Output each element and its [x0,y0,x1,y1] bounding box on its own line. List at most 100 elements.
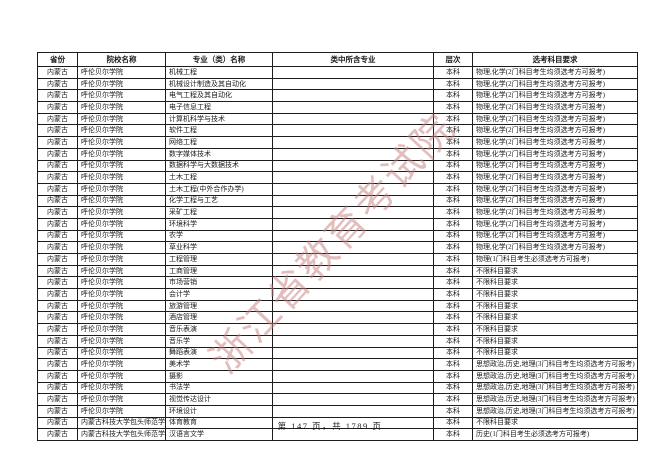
cell-major: 电子信息工程 [165,101,273,114]
cell-major: 化学工程与工艺 [165,194,273,208]
cell-college: 呼伦贝尔学院 [77,217,166,231]
cell-college: 呼伦贝尔学院 [77,369,166,383]
cell-province: 内蒙古 [37,217,78,231]
cell-level: 本科 [433,358,473,371]
cell-province: 内蒙古 [37,311,78,325]
cell-college: 呼伦贝尔学院 [77,136,166,149]
cell-major: 舞蹈表演 [165,346,273,360]
cell-contained [272,241,434,254]
cell-college: 呼伦贝尔学院 [77,334,166,348]
cell-requirement: 历史(1门科目考生必须选考方可报考) [472,428,638,441]
cell-college: 呼伦贝尔学院 [77,381,166,395]
cell-requirement: 物理,化学(2门科目考生均须选考方可报考) [472,229,638,243]
cell-level: 本科 [433,381,473,395]
table-row: 内蒙古 呼伦贝尔学院 机械工程 本科 物理,化学(2门科目考生均须选考方可报考) [37,66,638,79]
cell-province: 内蒙古 [37,288,78,301]
table-row: 内蒙古 呼伦贝尔学院 农学 本科 物理,化学(2门科目考生均须选考方可报考) [37,229,638,243]
cell-college: 呼伦贝尔学院 [77,159,166,173]
cell-province: 内蒙古 [37,77,78,91]
table-row: 内蒙古 呼伦贝尔学院 数据科学与大数据技术 本科 物理,化学(2门科目考生均须选考方可报… [37,159,638,173]
table-body: 内蒙古 呼伦贝尔学院 机械工程 本科 物理,化学(2门科目考生均须选考方可报考) 内蒙古呼… [37,66,638,441]
cell-major: 计算机科学与技术 [165,112,273,126]
cell-major: 音乐表演 [165,323,273,336]
cell-province: 内蒙古 [37,229,78,243]
cell-requirement: 物理,化学(2门科目考生均须选考方可报考) [472,206,638,219]
cell-level: 本科 [433,253,473,266]
col-header-major: 专业（类）名称 [165,52,273,67]
cell-major: 数字媒体技术 [165,147,273,161]
cell-province: 内蒙古 [37,159,78,173]
cell-major: 视觉传达设计 [165,393,273,406]
cell-requirement: 不限科目要求 [472,346,638,360]
cell-requirement: 思想政治,历史,地理(3门科目考生均须选考方可报考) [472,404,638,418]
cell-province: 内蒙古 [37,171,78,184]
cell-contained [272,276,434,290]
cell-major: 环境设计 [165,404,273,418]
cell-level: 本科 [433,182,473,196]
cell-college: 呼伦贝尔学院 [77,101,166,114]
cell-requirement: 物理,化学(2门科目考生均须选考方可报考) [472,147,638,161]
cell-province: 内蒙古 [37,381,78,395]
cell-level: 本科 [433,404,473,418]
cell-province: 内蒙古 [37,136,78,149]
cell-level: 本科 [433,393,473,406]
cell-contained [272,89,434,103]
cell-requirement: 不限科目要求 [472,264,638,278]
cell-contained [272,171,434,184]
cell-contained [272,264,434,278]
table-row: 内蒙古 呼伦贝尔学院 视觉传达设计 本科 思想政治,历史,地理(3门科目考生均须选考方可… [37,393,638,406]
cell-requirement: 物理,化学(2门科目考生均须选考方可报考) [472,159,638,173]
cell-requirement: 不限科目要求 [472,334,638,348]
cell-major: 草业科学 [165,241,273,254]
cell-college: 呼伦贝尔学院 [77,323,166,336]
cell-major: 会计学 [165,288,273,301]
col-header-contained: 类中所含专业 [272,52,434,67]
cell-level: 本科 [433,241,473,254]
cell-college: 呼伦贝尔学院 [77,311,166,325]
cell-requirement: 物理,化学(2门科目考生均须选考方可报考) [472,241,638,254]
table-row: 内蒙古 呼伦贝尔学院 环境设计 本科 思想政治,历史,地理(3门科目考生均须选考方可报考… [37,404,638,418]
cell-level: 本科 [433,299,473,313]
cell-requirement: 思想政治,历史,地理(3门科目考生均须选考方可报考) [472,358,638,371]
table-header: 省份 院校名称 专业（类）名称 类中所含专业 层次 选考科目要求 [37,52,638,67]
cell-province: 内蒙古 [37,194,78,208]
cell-major: 环境科学 [165,217,273,231]
cell-province: 内蒙古 [37,393,78,406]
cell-requirement: 物理,化学(2门科目考生均须选考方可报考) [472,182,638,196]
cell-province: 内蒙古 [37,253,78,266]
table-row: 内蒙古 呼伦贝尔学院 音乐表演 本科 不限科目要求 [37,323,638,336]
table-row: 内蒙古 呼伦贝尔学院 网络工程 本科 物理,化学(2门科目考生均须选考方可报考) [37,136,638,149]
table-row: 内蒙古 呼伦贝尔学院 数字媒体技术 本科 物理,化学(2门科目考生均须选考方可报考) [37,147,638,161]
cell-requirement: 物理,化学(2门科目考生均须选考方可报考) [472,136,638,149]
cell-major: 采矿工程 [165,206,273,219]
cell-requirement: 物理(1门科目考生必须选考方可报考) [472,253,638,266]
col-header-college: 院校名称 [77,52,166,67]
cell-major: 机械工程 [165,66,273,79]
cell-contained [272,147,434,161]
cell-contained [272,101,434,114]
cell-college: 呼伦贝尔学院 [77,253,166,266]
cell-requirement: 物理,化学(2门科目考生均须选考方可报考) [472,217,638,231]
cell-major: 土木工程(中外合作办学) [165,182,273,196]
table-row: 内蒙古 内蒙古科技大学包头师范学院 汉语言文学 本科 历史(1门科目考生必须选考方可报考… [37,428,638,441]
cell-contained [272,229,434,243]
cell-province: 内蒙古 [37,264,78,278]
cell-college: 呼伦贝尔学院 [77,346,166,360]
cell-college: 呼伦贝尔学院 [77,393,166,406]
cell-major: 工程管理 [165,253,273,266]
table-row: 内蒙古 呼伦贝尔学院 电子信息工程 本科 物理,化学(2门科目考生均须选考方可报考) [37,101,638,114]
cell-province: 内蒙古 [37,323,78,336]
table-row: 内蒙古 呼伦贝尔学院 美术学 本科 思想政治,历史,地理(3门科目考生均须选考方可报考) [37,358,638,371]
cell-college: 呼伦贝尔学院 [77,171,166,184]
cell-level: 本科 [433,311,473,325]
cell-contained [272,159,434,173]
cell-province: 内蒙古 [37,369,78,383]
table-row: 内蒙古 呼伦贝尔学院 采矿工程 本科 物理,化学(2门科目考生均须选考方可报考) [37,206,638,219]
cell-college: 呼伦贝尔学院 [77,241,166,254]
cell-province: 内蒙古 [37,112,78,126]
cell-contained [272,77,434,91]
cell-province: 内蒙古 [37,241,78,254]
cell-contained [272,253,434,266]
cell-contained [272,393,434,406]
table-row: 内蒙古 呼伦贝尔学院 土木工程(中外合作办学) 本科 物理,化学(2门科目考生均须选考方… [37,182,638,196]
